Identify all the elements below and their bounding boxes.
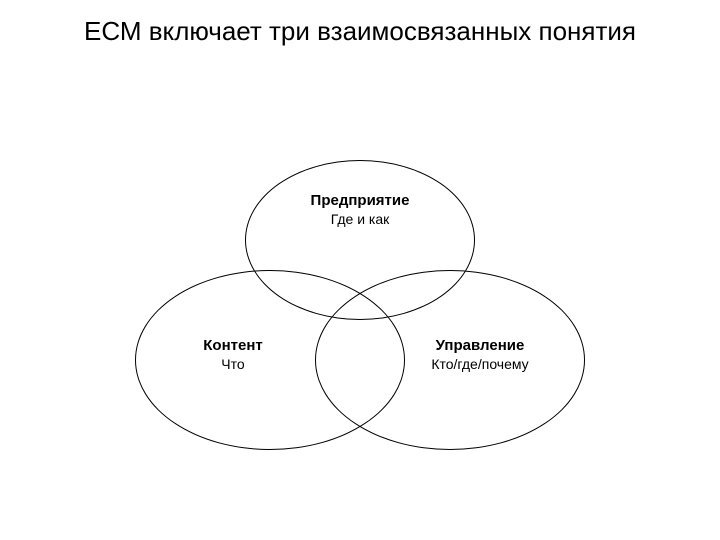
venn-label-content: Контент Что — [203, 337, 262, 373]
venn-diagram: Предприятие Где и как Контент Что Управл… — [130, 155, 590, 485]
venn-label-enterprise-sub: Где и как — [311, 211, 410, 229]
venn-label-content-main: Контент — [203, 337, 262, 356]
venn-label-enterprise: Предприятие Где и как — [311, 192, 410, 228]
venn-label-content-sub: Что — [203, 356, 262, 374]
venn-label-enterprise-main: Предприятие — [311, 192, 410, 211]
slide: ЕСМ включает три взаимосвязанных понятия… — [0, 0, 720, 540]
slide-title: ЕСМ включает три взаимосвязанных понятия — [0, 14, 720, 49]
venn-label-management-main: Управление — [431, 337, 528, 356]
venn-label-management-sub: Кто/где/почему — [431, 356, 528, 374]
venn-label-management: Управление Кто/где/почему — [431, 337, 528, 373]
